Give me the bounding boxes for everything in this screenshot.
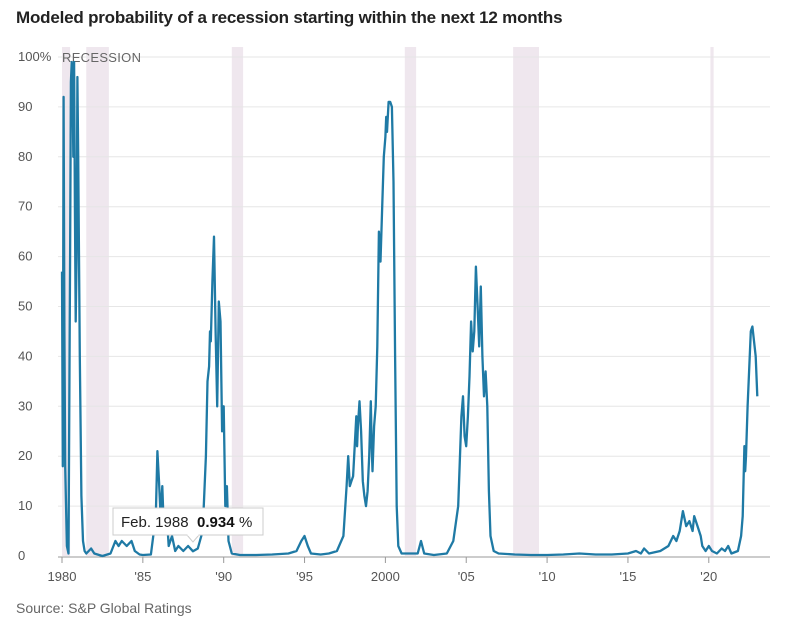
y-tick-label: 30 <box>18 398 32 413</box>
y-tick-label: 10 <box>18 498 32 513</box>
x-tick-label: '90 <box>215 569 232 584</box>
recession-band <box>231 47 244 556</box>
y-tick-label: 80 <box>18 149 32 164</box>
gridlines <box>58 56 770 507</box>
y-tick-label: 70 <box>18 199 32 214</box>
recession-band <box>404 47 417 556</box>
recession-band <box>513 47 540 556</box>
tooltip-pointer <box>186 534 200 543</box>
recession-band <box>62 47 71 556</box>
source-note: Source: S&P Global Ratings <box>16 600 192 616</box>
x-tick-label: '85 <box>134 569 151 584</box>
unit-label: RECESSION <box>62 50 141 65</box>
x-tick-label: 1980 <box>48 569 77 584</box>
series-line <box>60 60 759 558</box>
recession-bands <box>62 47 714 556</box>
tooltip-text: Feb. 1988 0.934 % <box>121 514 252 531</box>
x-tick-label: '10 <box>539 569 556 584</box>
y-tick-label: 60 <box>18 249 32 264</box>
recession-band <box>710 47 714 556</box>
y-tick-label: 40 <box>18 348 32 363</box>
tooltip-date: Feb. 1988 <box>121 514 189 531</box>
x-tick-label: 2000 <box>371 569 400 584</box>
x-tick-label: '05 <box>458 569 475 584</box>
x-tick-label: '95 <box>296 569 313 584</box>
x-tick-label: '20 <box>700 569 717 584</box>
tooltip-unit: % <box>239 514 252 531</box>
tooltip-value: 0.934 <box>197 514 235 531</box>
y-axis: 0 10 20 30 40 50 60 70 80 90 100% <box>18 49 52 563</box>
y-tick-label: 0 <box>18 548 25 563</box>
tooltip-box <box>112 507 264 536</box>
tooltip: Feb. 1988 0.934 % <box>112 507 264 543</box>
y-tick-label: 100% <box>18 49 52 64</box>
chart-title: Modeled probability of a recession start… <box>16 8 563 27</box>
y-tick-label: 90 <box>18 99 32 114</box>
y-tick-label: 50 <box>18 299 32 314</box>
x-tick-label: '15 <box>619 569 636 584</box>
x-axis: 1980 '85 '90 '95 2000 '05 '10 '15 '20 <box>48 557 717 584</box>
y-tick-label: 20 <box>18 448 32 463</box>
recession-band <box>86 47 109 556</box>
